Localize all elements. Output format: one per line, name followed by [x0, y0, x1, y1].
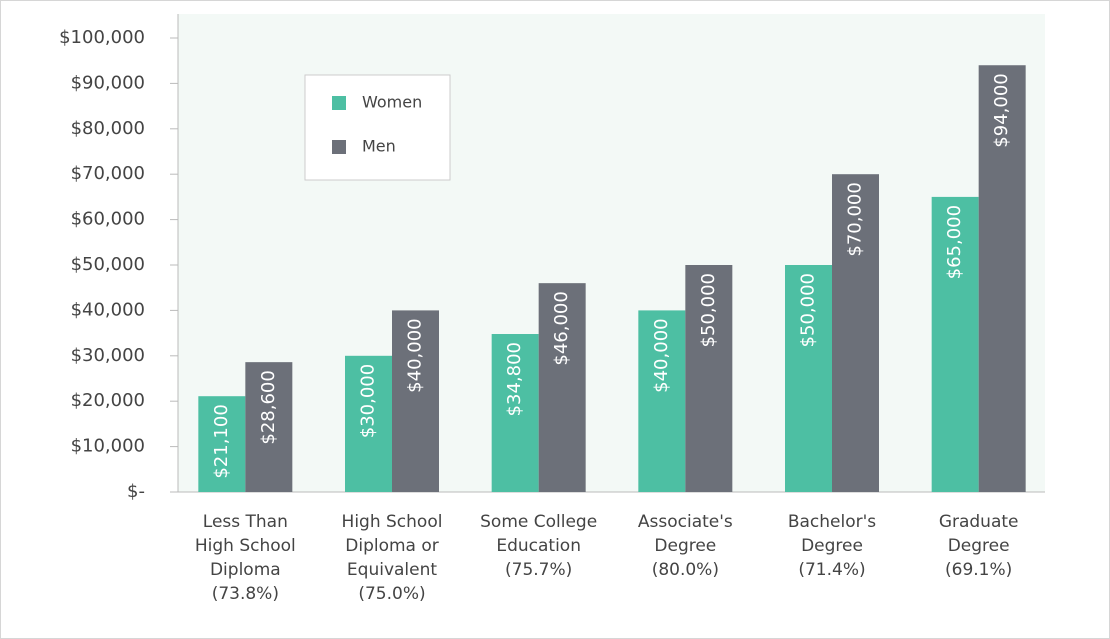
y-tick-label: $20,000 — [71, 390, 145, 411]
bar — [198, 396, 246, 492]
x-tick-label: Diploma — [210, 560, 281, 580]
value-label: $46,000 — [551, 291, 572, 365]
bar — [245, 362, 293, 492]
x-tick-label: Some College — [480, 512, 597, 532]
x-tick-label: Less Than — [203, 512, 288, 532]
y-tick-label: $60,000 — [71, 209, 145, 230]
x-tick-label: Associate's — [638, 512, 733, 532]
value-label: $34,800 — [504, 342, 525, 416]
x-tick-label: (73.8%) — [212, 584, 279, 604]
x-tick-label: Degree — [948, 536, 1010, 556]
x-tick-label: Equivalent — [347, 560, 437, 580]
bar — [638, 310, 686, 492]
x-tick-label: Graduate — [939, 512, 1019, 532]
y-tick-label: $80,000 — [71, 118, 145, 139]
bar — [392, 310, 439, 492]
legend-swatch — [332, 96, 346, 110]
legend-box — [304, 74, 451, 181]
x-tick-label: (80.0%) — [652, 560, 719, 580]
y-tick-label: $30,000 — [71, 345, 145, 366]
x-tick-label: (75.0%) — [358, 584, 425, 604]
x-tick-label: Education — [496, 536, 581, 556]
value-label: $21,100 — [211, 404, 232, 478]
bar — [978, 65, 1026, 493]
y-tick-label: $- — [127, 481, 145, 502]
value-label: $94,000 — [991, 73, 1012, 147]
value-label: $30,000 — [358, 364, 379, 438]
value-label: $70,000 — [845, 182, 866, 256]
x-tick-label: (71.4%) — [798, 560, 865, 580]
legend-label: Women — [362, 93, 422, 112]
value-label: $50,000 — [698, 273, 719, 347]
bar — [931, 196, 979, 492]
y-tick-label: $90,000 — [71, 72, 145, 93]
x-tick-label: Degree — [654, 536, 716, 556]
y-tick-label: $70,000 — [71, 163, 145, 184]
x-tick-label: High School — [195, 536, 296, 556]
bar — [785, 265, 832, 492]
y-tick-label: $40,000 — [71, 299, 145, 320]
y-tick-label: $50,000 — [71, 254, 145, 275]
x-tick-label: Diploma or — [345, 536, 439, 556]
value-label: $28,600 — [258, 370, 279, 444]
value-label: $65,000 — [944, 205, 965, 279]
x-tick-label: High School — [342, 512, 443, 532]
bar — [685, 265, 733, 492]
bar — [538, 283, 586, 492]
x-tick-label: (75.7%) — [505, 560, 572, 580]
bar — [832, 174, 879, 492]
legend-label: Men — [362, 137, 396, 156]
x-tick-label: Degree — [801, 536, 863, 556]
y-tick-label: $100,000 — [59, 27, 145, 48]
value-label: $50,000 — [798, 273, 819, 347]
x-tick-label: Bachelor's — [788, 512, 876, 532]
x-tick-label: (69.1%) — [945, 560, 1012, 580]
y-tick-label: $10,000 — [71, 436, 145, 457]
bar — [491, 334, 539, 492]
value-label: $40,000 — [651, 318, 672, 392]
legend-swatch — [332, 140, 346, 154]
bar — [345, 355, 392, 492]
value-label: $40,000 — [405, 318, 426, 392]
